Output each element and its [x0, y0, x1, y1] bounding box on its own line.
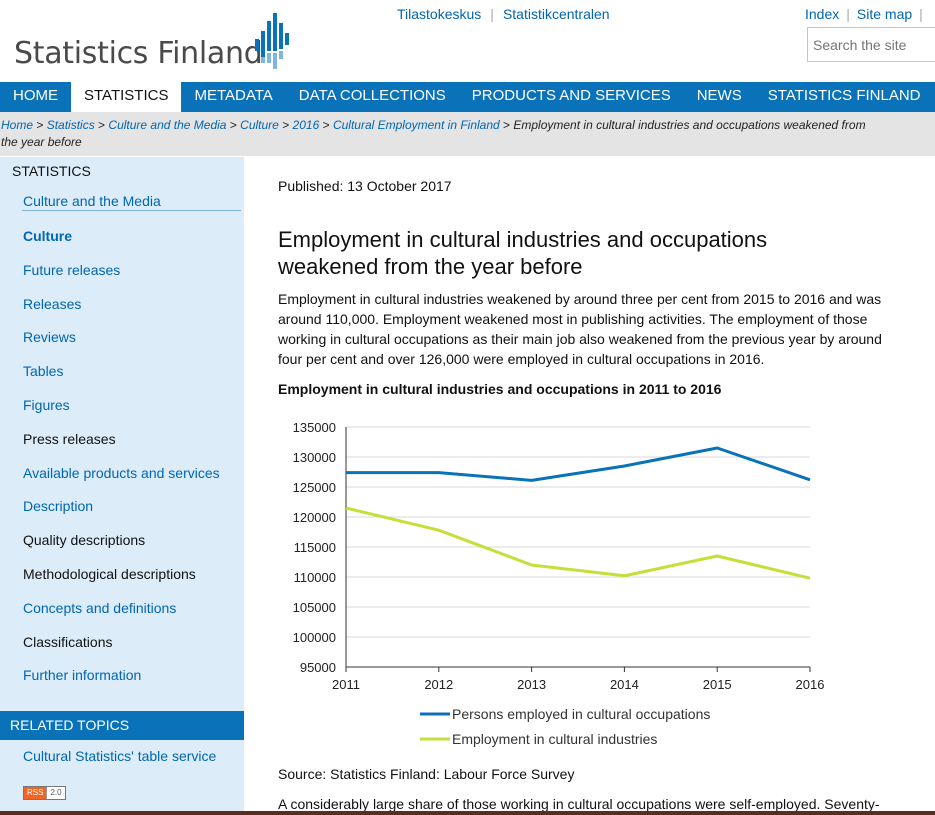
legend-label: Employment in cultural industries — [452, 731, 657, 747]
x-tick-label: 2016 — [796, 677, 825, 692]
chart-title: Employment in cultural industries and oc… — [278, 381, 722, 397]
y-tick-label: 100000 — [293, 630, 336, 645]
sidebar-item-reviews[interactable]: Reviews — [23, 329, 76, 345]
body-paragraph-partial: A considerably large share of those work… — [278, 796, 880, 811]
nav-home[interactable]: HOME — [13, 87, 58, 104]
breadcrumb-2016[interactable]: 2016 — [292, 118, 320, 132]
y-tick-label: 115000 — [294, 540, 336, 555]
link-statistikcentralen[interactable]: Statistikcentralen — [502, 6, 610, 22]
sidebar-item-press-releases[interactable]: Press releases — [23, 431, 116, 447]
y-tick-label: 110000 — [294, 570, 336, 585]
link-tilastokeskus[interactable]: Tilastokeskus — [397, 6, 482, 22]
utility-links: Index | Site map | — [805, 6, 930, 22]
sidebar-item-classifications[interactable]: Classifications — [23, 634, 113, 650]
sidebar-item-culture[interactable]: Culture — [23, 228, 72, 244]
x-tick-label: 2012 — [424, 677, 453, 692]
breadcrumb-cultural-employment[interactable]: Cultural Employment in Finland — [332, 118, 500, 132]
x-tick-label: 2011 — [332, 677, 360, 692]
sidebar-item-quality-descriptions[interactable]: Quality descriptions — [23, 532, 146, 548]
series-line-cultural-occupations — [346, 446, 811, 482]
statistics-finland-logo-icon[interactable] — [253, 13, 293, 73]
separator: | — [846, 6, 850, 22]
sidebar-item-tables[interactable]: Tables — [23, 363, 64, 379]
series-line-cultural-industries — [345, 506, 811, 580]
sidebar-item-culture-and-the-media[interactable]: Culture and the Media — [23, 193, 161, 209]
chart-source: Source: Statistics Finland: Labour Force… — [278, 766, 575, 782]
rss-feed-badge[interactable]: RSS 2.0 — [23, 786, 66, 800]
y-tick-label: 95000 — [300, 660, 336, 675]
sidebar-item-figures[interactable]: Figures — [23, 397, 70, 413]
y-tick-label: 105000 — [293, 600, 336, 615]
page-title-line2: weakened from the year before — [278, 254, 583, 279]
nav-data-collections[interactable]: DATA COLLECTIONS — [298, 87, 446, 104]
y-tick-label: 120000 — [293, 510, 336, 525]
sidebar: STATISTICS Culture and the Media Culture… — [0, 157, 244, 815]
main-navigation: HOME STATISTICS METADATA DATA COLLECTION… — [0, 82, 935, 112]
y-tick-label: 130000 — [293, 450, 336, 465]
sidebar-heading: STATISTICS — [12, 163, 91, 179]
y-tick-label: 125000 — [293, 480, 336, 495]
lead-paragraph: Employment in cultural industries weaken… — [278, 291, 882, 367]
breadcrumb-home[interactable]: Home — [1, 118, 34, 132]
sidebar-divider — [22, 210, 241, 211]
legend-label: Persons employed in cultural occupations — [452, 706, 710, 722]
link-index[interactable]: Index — [805, 6, 840, 22]
site-header: Statistics Finland Tilastokeskus | Statist… — [0, 0, 935, 82]
bottom-strip — [0, 811, 935, 815]
breadcrumb-current-line1: Employment in cultural industries and oc… — [513, 118, 866, 132]
separator: | — [919, 6, 923, 22]
employment-line-chart: 95000 100000 105000 110000 115000 120000 12500… — [293, 420, 825, 747]
sidebar-item-description[interactable]: Description — [23, 498, 94, 514]
x-tick-label: 2015 — [703, 677, 732, 692]
breadcrumb-statistics[interactable]: Statistics — [46, 118, 95, 132]
nav-statistics-finland[interactable]: STATISTICS FINLAND — [767, 87, 921, 104]
link-site-map[interactable]: Site map — [856, 6, 913, 22]
x-tick-label: 2013 — [517, 677, 546, 692]
sidebar-item-future-releases[interactable]: Future releases — [23, 262, 121, 278]
x-tick-label: 2014 — [610, 677, 639, 692]
nav-metadata[interactable]: METADATA — [194, 87, 273, 104]
related-topics-heading: RELATED TOPICS — [0, 711, 244, 740]
sidebar-item-further-information[interactable]: Further information — [23, 667, 142, 683]
nav-statistics[interactable]: STATISTICS — [71, 82, 182, 112]
rss-badge-left: RSS — [24, 787, 47, 799]
page-title-line1: Employment in cultural industries and oc… — [278, 227, 768, 252]
nav-products-and-services[interactable]: PRODUCTS AND SERVICES — [471, 87, 671, 104]
published-date: Published: 13 October 2017 — [278, 178, 452, 194]
breadcrumb-culture[interactable]: Culture — [240, 118, 279, 132]
site-logo-text[interactable]: Statistics Finland — [14, 36, 263, 71]
related-item-cultural-statistics-table-service[interactable]: Cultural Statistics' table service — [23, 748, 217, 764]
language-links: Tilastokeskus | Statistikcentralen — [397, 6, 610, 22]
sidebar-item-methodological-descriptions[interactable]: Methodological descriptions — [23, 566, 196, 582]
breadcrumb-culture-and-the-media[interactable]: Culture and the Media — [108, 118, 227, 132]
search-input[interactable] — [807, 27, 935, 62]
nav-news[interactable]: NEWS — [696, 87, 742, 104]
sidebar-item-concepts-and-definitions[interactable]: Concepts and definitions — [23, 600, 177, 616]
breadcrumb: Home > Statistics > Culture and the Medi… — [0, 112, 935, 156]
sidebar-item-available-products[interactable]: Available products and services — [23, 465, 220, 481]
breadcrumb-current-line2: the year before — [1, 135, 82, 149]
y-tick-label: 135000 — [293, 420, 336, 435]
separator: | — [490, 6, 494, 22]
page-title: Employment in cultural industries and oc… — [278, 226, 878, 280]
sidebar-item-releases[interactable]: Releases — [23, 296, 82, 312]
rss-badge-right: 2.0 — [46, 787, 65, 799]
